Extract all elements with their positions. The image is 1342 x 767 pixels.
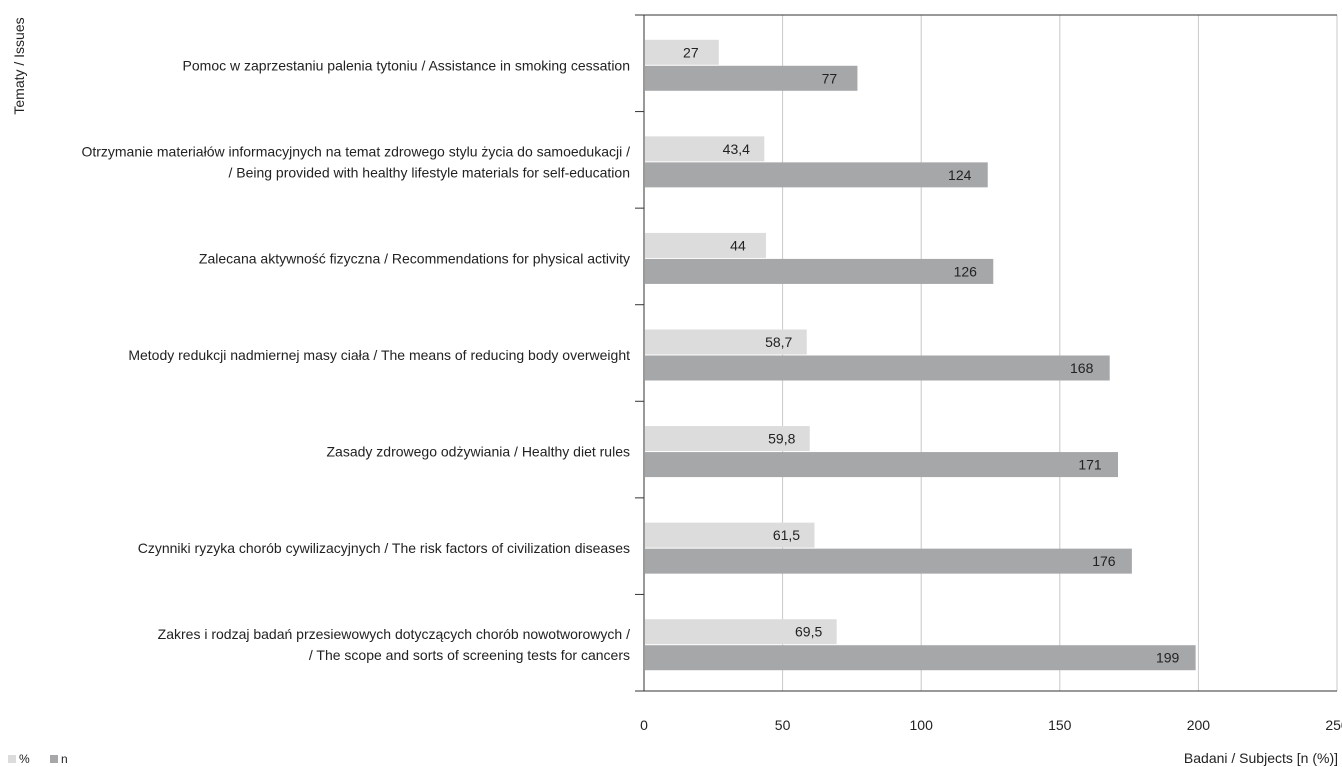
legend-label: % — [19, 752, 30, 766]
labels: 0 50 100 150 200 250 27 77 Pomoc w zaprzestaniu … — [81, 44, 1342, 733]
data-label: 176 — [1092, 553, 1116, 569]
axes — [635, 14, 1337, 692]
bar-n — [645, 548, 1132, 574]
bar-percent — [645, 522, 815, 548]
legend: % n — [8, 752, 68, 766]
x-tick-label: 150 — [1048, 717, 1072, 733]
data-label: 61,5 — [773, 527, 800, 543]
bar-n — [645, 355, 1110, 381]
data-label: 69,5 — [795, 624, 822, 640]
x-axis-title: Badani / Subjects [n (%)] — [1184, 750, 1338, 766]
bar-n — [645, 645, 1196, 671]
category-label: Czynniki ryzyka chorób cywilizacyjnych /… — [138, 540, 630, 556]
gridlines — [782, 15, 1338, 691]
bar-n — [645, 162, 988, 188]
bar-n — [645, 258, 994, 284]
data-label: 126 — [954, 263, 978, 279]
bar-n — [645, 452, 1119, 478]
bar-percent — [645, 619, 837, 645]
data-label: 43,4 — [723, 141, 750, 157]
category-label: Otrzymanie materiałów informacyjnych na … — [81, 143, 630, 180]
bar-percent — [645, 39, 719, 65]
x-tick-label: 0 — [640, 717, 648, 733]
x-tick-label: 100 — [910, 717, 934, 733]
bar-n — [645, 65, 858, 91]
bar-percent — [645, 232, 766, 258]
bar-percent — [645, 136, 765, 162]
x-tick-label: 200 — [1187, 717, 1211, 733]
data-label: 27 — [683, 44, 699, 60]
y-axis-title: Tematy / Issues — [11, 17, 27, 114]
legend-swatch — [8, 755, 16, 763]
data-label: 59,8 — [768, 431, 795, 447]
category-label: Metody redukcji nadmiernej masy ciała / … — [128, 347, 630, 363]
category-label: Pomoc w zaprzestaniu palenia tytoniu / A… — [183, 57, 630, 73]
legend-swatch — [50, 755, 58, 763]
data-label: 58,7 — [765, 334, 792, 350]
data-label: 44 — [730, 237, 746, 253]
data-label: 124 — [948, 167, 972, 183]
data-label: 199 — [1156, 650, 1180, 666]
category-label: Zalecana aktywność fizyczna / Recommenda… — [199, 250, 630, 266]
category-label: Zasady zdrowego odżywiania / Healthy die… — [327, 444, 631, 460]
legend-label: n — [61, 752, 68, 766]
bar-percent — [645, 329, 807, 355]
data-label: 168 — [1070, 360, 1094, 376]
data-label: 77 — [822, 70, 838, 86]
x-tick-label: 250 — [1325, 717, 1342, 733]
category-label: Zakres i rodzaj badań przesiewowych doty… — [158, 626, 630, 663]
bar-percent — [645, 426, 810, 452]
bars — [645, 39, 1196, 671]
data-label: 171 — [1078, 457, 1102, 473]
x-tick-label: 50 — [775, 717, 791, 733]
